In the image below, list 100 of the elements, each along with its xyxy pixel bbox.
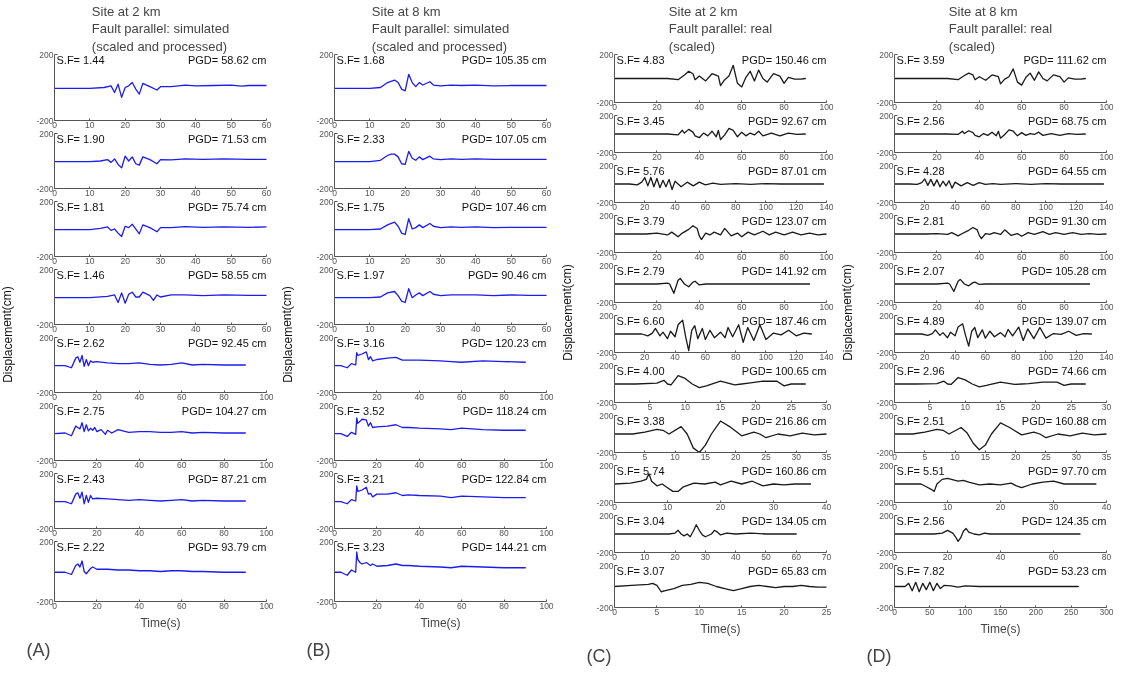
x-tick-label: 60 bbox=[1048, 551, 1059, 562]
x-tick-label: 40 bbox=[134, 600, 145, 611]
x-tick-label: 60 bbox=[541, 119, 552, 130]
text: (D) bbox=[866, 645, 892, 666]
x-tick-label: 60 bbox=[736, 101, 747, 112]
x-tick-label: 30 bbox=[155, 323, 166, 334]
annotation: S.F= 3.79 bbox=[616, 214, 665, 227]
x-tick-label: 15 bbox=[980, 451, 991, 462]
line-series bbox=[894, 581, 1079, 593]
line-series bbox=[54, 560, 246, 576]
line-series bbox=[614, 375, 806, 389]
x-tick-label: 20 bbox=[640, 351, 650, 362]
y-tick-label: 200 bbox=[599, 360, 614, 371]
x-tick-label: 40 bbox=[471, 255, 481, 266]
x-axis-title: Time(s) bbox=[700, 621, 741, 636]
annotation: PGD= 122.84 cm bbox=[461, 472, 547, 485]
x-tick-label: 100 bbox=[758, 351, 774, 362]
line-series bbox=[894, 376, 1086, 388]
x-tick-label: 40 bbox=[191, 187, 201, 198]
line-series bbox=[894, 323, 1093, 347]
x-tick-label: 40 bbox=[414, 459, 425, 470]
annotation: S.F= 2.79 bbox=[616, 264, 665, 277]
x-tick-label: 20 bbox=[652, 301, 662, 312]
y-tick-label: 200 bbox=[39, 536, 54, 547]
x-tick-label: 60 bbox=[791, 551, 802, 562]
x-tick-label: 0 bbox=[612, 551, 618, 562]
annotation: PGD= 64.55 cm bbox=[1027, 164, 1107, 177]
x-tick-label: 30 bbox=[1048, 501, 1059, 512]
x-tick-label: 30 bbox=[791, 451, 802, 462]
chart-title: Site at 8 km Fault parallel: simulated (scaled and processed) bbox=[371, 4, 510, 54]
annotation: PGD= 120.23 cm bbox=[461, 336, 547, 349]
x-tick-label: 40 bbox=[974, 301, 985, 312]
x-tick-label: 15 bbox=[736, 606, 747, 617]
line-series bbox=[614, 176, 825, 191]
x-tick-label: 40 bbox=[694, 251, 705, 262]
x-tick-label: 100 bbox=[1038, 201, 1054, 212]
line-series bbox=[894, 129, 1086, 139]
x-tick-label: 40 bbox=[694, 151, 705, 162]
annotation: PGD= 111.62 cm bbox=[1023, 53, 1107, 66]
x-tick-label: 25 bbox=[1066, 401, 1077, 412]
x-tick-label: 40 bbox=[670, 351, 681, 362]
x-tick-label: 120 bbox=[789, 351, 804, 362]
x-tick-label: 100 bbox=[1099, 101, 1114, 112]
x-tick-label: 50 bbox=[506, 255, 517, 266]
x-tick-label: 30 bbox=[1101, 401, 1112, 412]
line-series bbox=[54, 81, 267, 99]
line-series bbox=[334, 150, 547, 166]
x-tick-label: 20 bbox=[652, 101, 662, 112]
annotation: S.F= 3.52 bbox=[336, 404, 385, 417]
x-tick-label: 10 bbox=[680, 401, 691, 412]
annotation: PGD= 90.46 cm bbox=[467, 268, 547, 281]
text: (A) bbox=[26, 639, 51, 660]
x-tick-label: 100 bbox=[819, 251, 834, 262]
line-series bbox=[334, 73, 547, 92]
x-tick-label: 100 bbox=[1099, 251, 1114, 262]
y-tick-label: 200 bbox=[879, 510, 894, 521]
x-tick-label: 80 bbox=[1059, 301, 1070, 312]
x-tick-label: 80 bbox=[779, 151, 790, 162]
chart-title: Site at 2 km Fault parallel: real (scaled) bbox=[668, 4, 773, 54]
x-tick-label: 30 bbox=[435, 323, 446, 334]
x-tick-label: 60 bbox=[541, 255, 552, 266]
annotation: PGD= 92.67 cm bbox=[747, 114, 827, 127]
x-tick-label: 0 bbox=[332, 391, 338, 402]
x-tick-label: 140 bbox=[1099, 351, 1114, 362]
x-tick-label: 0 bbox=[892, 201, 898, 212]
x-tick-label: 0 bbox=[892, 101, 898, 112]
x-tick-label: 20 bbox=[730, 451, 741, 462]
x-tick-label: 0 bbox=[612, 251, 618, 262]
line-series bbox=[614, 581, 827, 593]
x-tick-label: 25 bbox=[1041, 451, 1051, 462]
annotation: PGD= 123.07 cm bbox=[741, 214, 827, 227]
x-tick-label: 10 bbox=[365, 255, 375, 266]
x-tick-label: 30 bbox=[700, 551, 711, 562]
x-tick-label: 0 bbox=[612, 351, 618, 362]
x-tick-label: 40 bbox=[950, 201, 961, 212]
x-tick-label: 0 bbox=[892, 501, 898, 512]
annotation: PGD= 97.70 cm bbox=[1027, 464, 1107, 477]
x-tick-label: 50 bbox=[226, 119, 237, 130]
x-tick-label: 25 bbox=[821, 606, 832, 617]
x-tick-label: 0 bbox=[892, 606, 898, 617]
x-tick-label: 60 bbox=[261, 119, 272, 130]
line-series bbox=[54, 422, 246, 437]
x-tick-label: 120 bbox=[1069, 351, 1084, 362]
y-tick-label: 200 bbox=[319, 264, 334, 275]
y-tick-label: 200 bbox=[879, 360, 894, 371]
x-tick-label: 0 bbox=[892, 301, 898, 312]
x-tick-label: 100 bbox=[539, 391, 554, 402]
x-tick-label: 80 bbox=[499, 391, 510, 402]
x-tick-label: 30 bbox=[155, 187, 166, 198]
x-tick-label: 100 bbox=[539, 459, 554, 470]
x-tick-label: 0 bbox=[892, 401, 898, 412]
line-series bbox=[894, 68, 1086, 86]
annotation: S.F= 4.89 bbox=[896, 314, 945, 327]
x-tick-label: 60 bbox=[700, 351, 711, 362]
annotation: S.F= 1.97 bbox=[336, 268, 385, 281]
x-tick-label: 80 bbox=[1101, 551, 1112, 562]
x-tick-label: 60 bbox=[176, 391, 187, 402]
annotation: S.F= 2.96 bbox=[896, 364, 945, 377]
x-tick-label: 40 bbox=[995, 551, 1006, 562]
y-tick-label: 200 bbox=[599, 160, 614, 171]
